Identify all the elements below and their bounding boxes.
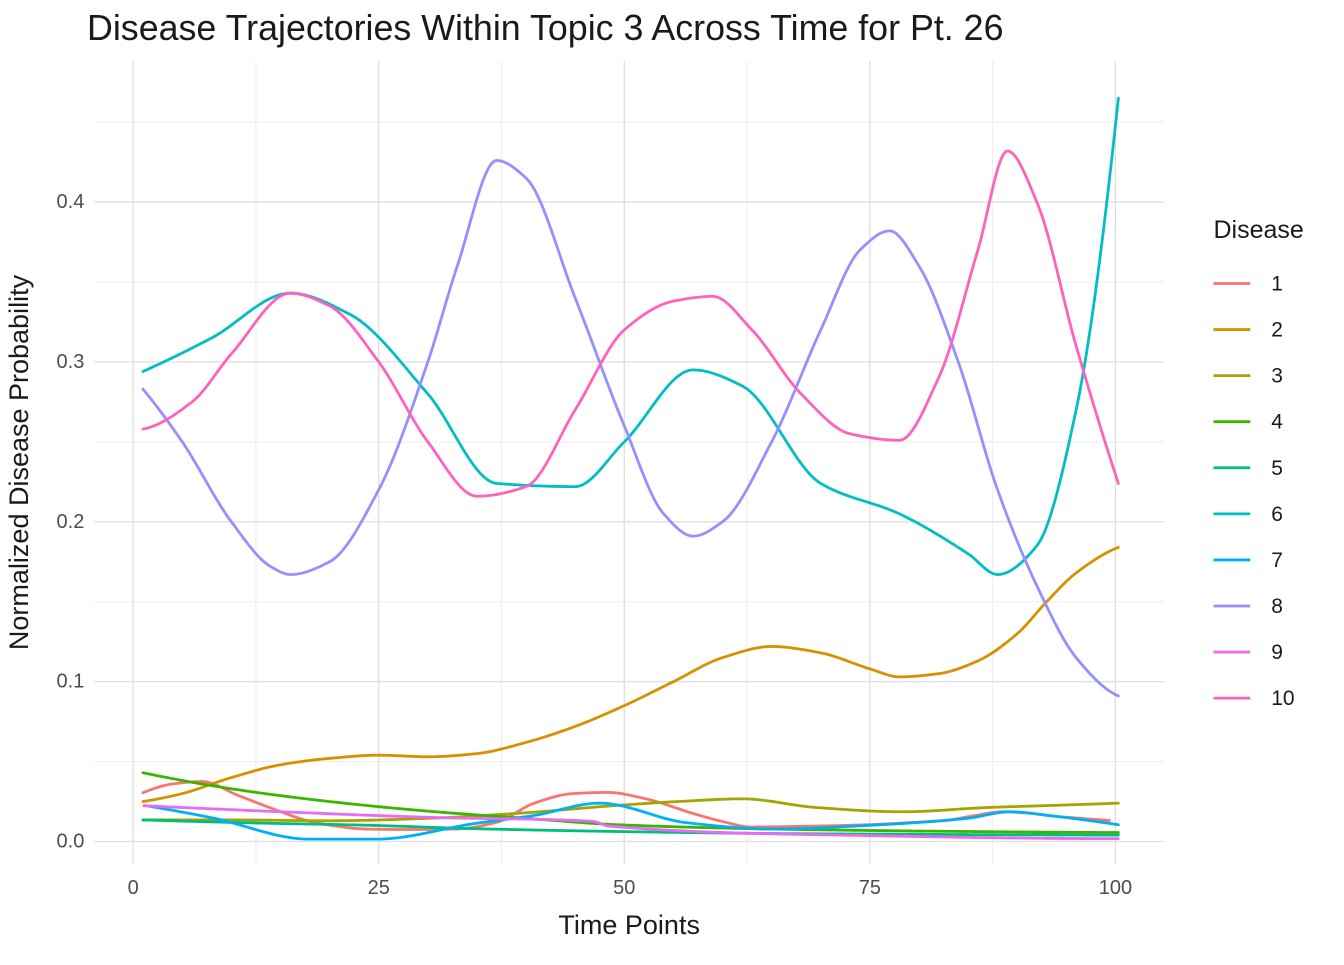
svg-text:0.0: 0.0 bbox=[57, 831, 85, 853]
svg-text:6: 6 bbox=[1271, 503, 1283, 526]
svg-text:Time Points: Time Points bbox=[558, 910, 700, 940]
svg-text:3: 3 bbox=[1271, 365, 1283, 388]
svg-text:9: 9 bbox=[1271, 641, 1283, 664]
svg-text:0.3: 0.3 bbox=[57, 351, 85, 373]
svg-text:8: 8 bbox=[1271, 595, 1283, 618]
svg-text:10: 10 bbox=[1271, 687, 1294, 710]
svg-text:25: 25 bbox=[368, 877, 390, 899]
svg-text:5: 5 bbox=[1271, 457, 1283, 480]
svg-text:75: 75 bbox=[859, 877, 881, 899]
svg-text:0: 0 bbox=[128, 877, 139, 899]
svg-text:2: 2 bbox=[1271, 319, 1283, 342]
svg-text:0.1: 0.1 bbox=[57, 671, 85, 693]
svg-text:100: 100 bbox=[1099, 877, 1132, 899]
svg-text:0.4: 0.4 bbox=[57, 191, 85, 213]
svg-text:4: 4 bbox=[1271, 411, 1283, 434]
svg-text:0.2: 0.2 bbox=[57, 511, 85, 533]
svg-text:Normalized Disease Probability: Normalized Disease Probability bbox=[4, 274, 34, 650]
svg-text:1: 1 bbox=[1271, 273, 1283, 296]
svg-text:7: 7 bbox=[1271, 549, 1283, 572]
svg-text:Disease: Disease bbox=[1214, 216, 1304, 244]
svg-text:50: 50 bbox=[613, 877, 635, 899]
